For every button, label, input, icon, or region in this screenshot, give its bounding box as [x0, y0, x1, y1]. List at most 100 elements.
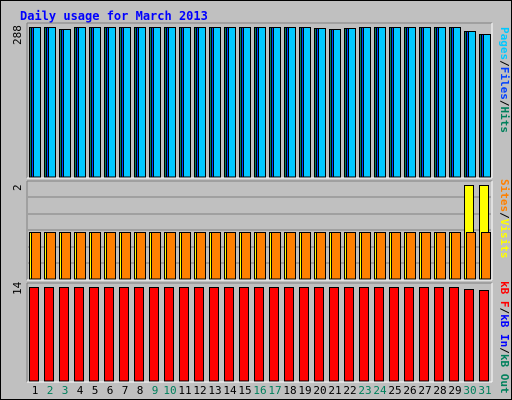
- bar-kb-f-day-13: [209, 287, 219, 382]
- legend-separator: /: [498, 347, 511, 354]
- bar-pages-day-14: [228, 27, 236, 178]
- legend-pages: Pages: [498, 27, 511, 61]
- x-tick-label-day-14: 14: [223, 384, 237, 397]
- bar-sites-day-16: [256, 232, 266, 280]
- bar-sites-day-31: [481, 232, 491, 280]
- x-tick-label-day-22: 22: [343, 384, 356, 397]
- bar-kb-f-day-19: [299, 287, 309, 382]
- x-tick-label-day-27: 27: [418, 384, 431, 397]
- bar-pages-day-30: [468, 31, 476, 178]
- x-tick-label-day-19: 19: [298, 384, 311, 397]
- bar-kb-f-day-24: [374, 287, 384, 382]
- bar-sites-day-27: [421, 232, 431, 280]
- bar-kb-f-day-2: [44, 287, 54, 382]
- x-tick-label-day-30: 30: [463, 384, 476, 397]
- bar-pages-day-9: [153, 27, 161, 178]
- legend-files: Files: [498, 66, 511, 100]
- bar-sites-day-5: [91, 232, 101, 280]
- bar-sites-day-19: [301, 232, 311, 280]
- bar-pages-day-21: [333, 29, 341, 178]
- bar-kb-f-day-11: [179, 287, 189, 382]
- bar-sites-day-17: [271, 232, 281, 280]
- bar-pages-day-24: [378, 27, 386, 178]
- bar-kb-f-day-20: [314, 287, 324, 382]
- bar-pages-day-5: [93, 27, 101, 178]
- bar-pages-day-10: [168, 27, 176, 178]
- bar-kb-f-day-5: [89, 287, 99, 382]
- bar-sites-day-4: [76, 232, 86, 280]
- bar-kb-f-day-7: [119, 287, 129, 382]
- bar-sites-day-7: [121, 232, 131, 280]
- bar-kb-f-day-26: [404, 287, 414, 382]
- bar-kb-f-day-23: [359, 287, 369, 382]
- legend-separator: /: [498, 60, 511, 67]
- bar-kb-f-day-1: [29, 287, 39, 382]
- bar-kb-f-day-14: [224, 287, 234, 382]
- bar-pages-day-26: [408, 27, 416, 178]
- bar-kb-f-day-3: [59, 287, 69, 382]
- bar-pages-day-25: [393, 27, 401, 178]
- x-tick-label-day-2: 2: [47, 384, 54, 397]
- x-tick-label-day-10: 10: [163, 384, 176, 397]
- x-tick-label-day-11: 11: [178, 384, 191, 397]
- x-tick-label-day-4: 4: [77, 384, 84, 397]
- bar-pages-day-11: [183, 27, 191, 178]
- bar-pages-day-2: [48, 27, 56, 178]
- bar-sites-day-11: [181, 232, 191, 280]
- bar-sites-day-1: [31, 232, 41, 280]
- bar-kb-f-day-10: [164, 287, 174, 382]
- bar-sites-day-26: [406, 232, 416, 280]
- bar-pages-day-1: [33, 27, 41, 178]
- bar-kb-f-day-25: [389, 287, 399, 382]
- bar-pages-day-8: [138, 27, 146, 178]
- bar-pages-day-18: [288, 27, 296, 178]
- x-tick-label-day-26: 26: [403, 384, 416, 397]
- bar-pages-day-17: [273, 27, 281, 178]
- bar-kb-f-day-18: [284, 287, 294, 382]
- middle-panel-legend: Sites/Visits: [498, 179, 511, 259]
- bar-sites-day-18: [286, 232, 296, 280]
- bar-sites-day-23: [361, 232, 371, 280]
- x-tick-label-day-16: 16: [253, 384, 266, 397]
- bar-sites-day-8: [136, 232, 146, 280]
- x-tick-label-day-20: 20: [313, 384, 326, 397]
- bar-pages-day-7: [123, 27, 131, 178]
- bar-kb-f-day-27: [419, 287, 429, 382]
- legend-hits: Hits: [498, 106, 511, 134]
- bar-pages-day-3: [63, 29, 71, 178]
- x-tick-label-day-18: 18: [283, 384, 296, 397]
- x-tick-label-day-5: 5: [92, 384, 99, 397]
- bar-sites-day-14: [226, 232, 236, 280]
- bar-kb-f-day-8: [134, 287, 144, 382]
- bar-kb-f-day-16: [254, 287, 264, 382]
- bar-sites-day-22: [346, 232, 356, 280]
- bar-sites-day-29: [451, 232, 461, 280]
- bar-sites-day-10: [166, 232, 176, 280]
- x-tick-label-day-6: 6: [107, 384, 114, 397]
- bar-pages-day-6: [108, 27, 116, 178]
- bar-sites-day-15: [241, 232, 251, 280]
- bar-pages-day-28: [438, 27, 446, 178]
- x-tick-label-day-8: 8: [137, 384, 144, 397]
- bar-kb-f-day-15: [239, 287, 249, 382]
- bar-sites-day-13: [211, 232, 221, 280]
- legend-visits: Visits: [498, 218, 511, 259]
- x-tick-label-day-13: 13: [208, 384, 221, 397]
- x-tick-label-day-29: 29: [448, 384, 461, 397]
- bar-pages-day-22: [348, 28, 356, 178]
- legend-separator: /: [498, 99, 511, 107]
- legend-kb-in: kB In: [498, 314, 511, 348]
- x-tick-label-day-12: 12: [193, 384, 206, 397]
- bar-pages-day-19: [303, 27, 311, 178]
- x-tick-label-day-28: 28: [433, 384, 446, 397]
- bar-pages-day-4: [78, 27, 86, 178]
- bar-kb-f-day-30: [464, 289, 474, 382]
- bar-pages-day-16: [258, 27, 266, 178]
- bar-pages-day-27: [423, 27, 431, 178]
- bar-kb-f-day-12: [194, 287, 204, 382]
- x-tick-label-day-25: 25: [388, 384, 401, 397]
- bar-sites-day-30: [466, 232, 476, 280]
- bottom-panel-ymax-label: 14: [11, 281, 24, 295]
